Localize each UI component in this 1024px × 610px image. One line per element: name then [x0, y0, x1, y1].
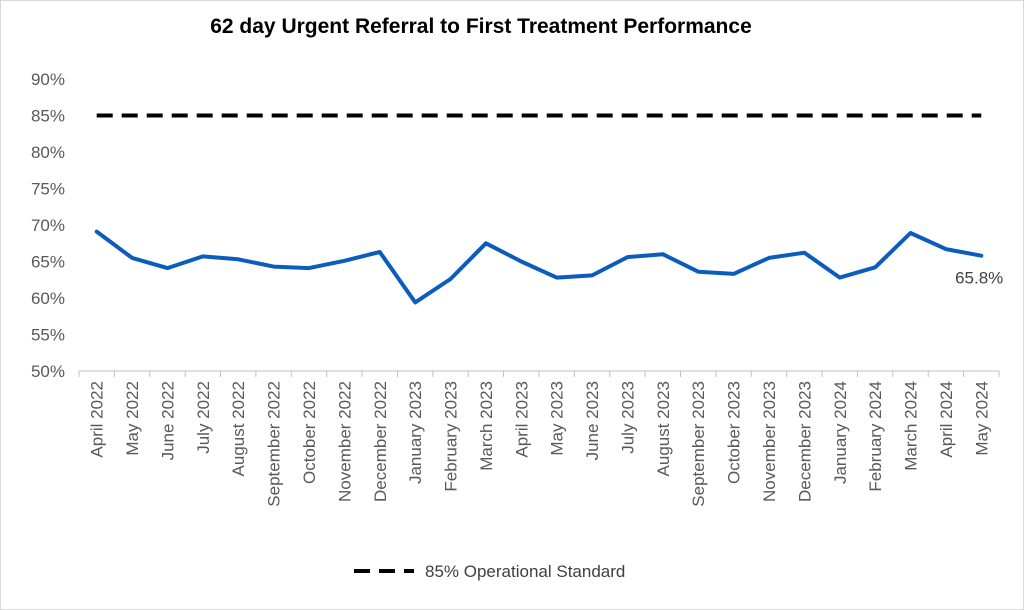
x-tick-label: December 2022 [371, 381, 390, 502]
x-tick-label: April 2024 [937, 381, 956, 458]
x-tick-label: April 2022 [88, 381, 107, 458]
y-tick-label: 60% [31, 289, 65, 308]
x-tick-label: May 2023 [548, 381, 567, 456]
x-tick-label: February 2024 [866, 381, 885, 492]
x-tick-label: January 2023 [406, 381, 425, 484]
x-tick-label: August 2022 [229, 381, 248, 476]
x-tick-label: August 2023 [654, 381, 673, 476]
x-tick-label: September 2023 [689, 381, 708, 507]
y-tick-label: 50% [31, 362, 65, 381]
legend-label: 85% Operational Standard [425, 562, 625, 581]
legend: 85% Operational Standard [354, 562, 625, 581]
y-tick-label: 90% [31, 70, 65, 89]
y-tick-label: 70% [31, 216, 65, 235]
chart-title: 62 day Urgent Referral to First Treatmen… [210, 15, 752, 38]
x-axis: April 2022 May 2022 June 2022 July 2022 Augu… [78, 370, 1000, 507]
y-tick-label: 65% [31, 253, 65, 272]
plot-series [94, 113, 984, 305]
x-tick-label: April 2023 [512, 381, 531, 458]
y-tick-label: 85% [31, 107, 65, 126]
x-tick-label: June 2022 [158, 381, 177, 460]
x-tick-label: October 2023 [725, 381, 744, 484]
x-tick-label: May 2024 [972, 381, 991, 456]
x-tick-label: November 2022 [335, 381, 354, 502]
x-tick-label: December 2023 [795, 381, 814, 502]
y-tick-label: 55% [31, 326, 65, 345]
x-tick-label: February 2023 [442, 381, 461, 492]
x-tick-label: September 2022 [265, 381, 284, 507]
data-labels: 65.8% [955, 269, 1003, 288]
x-tick-label: July 2023 [618, 381, 637, 454]
x-tick-label: January 2024 [831, 381, 850, 484]
x-tick-label: June 2023 [583, 381, 602, 460]
x-tick-label: May 2022 [123, 381, 142, 456]
x-tick-label: March 2024 [902, 381, 921, 471]
x-tick-label: October 2022 [300, 381, 319, 484]
data-label: 65.8% [955, 269, 1003, 288]
y-tick-label: 80% [31, 143, 65, 162]
y-axis: 50% 55% 60% 65% 70% 75% 80% 85% 90% [31, 70, 65, 381]
y-tick-label: 75% [31, 180, 65, 199]
x-tick-label: November 2023 [760, 381, 779, 502]
x-tick-label: March 2023 [477, 381, 496, 471]
x-tick-label: July 2022 [194, 381, 213, 454]
performance-line [94, 229, 984, 305]
